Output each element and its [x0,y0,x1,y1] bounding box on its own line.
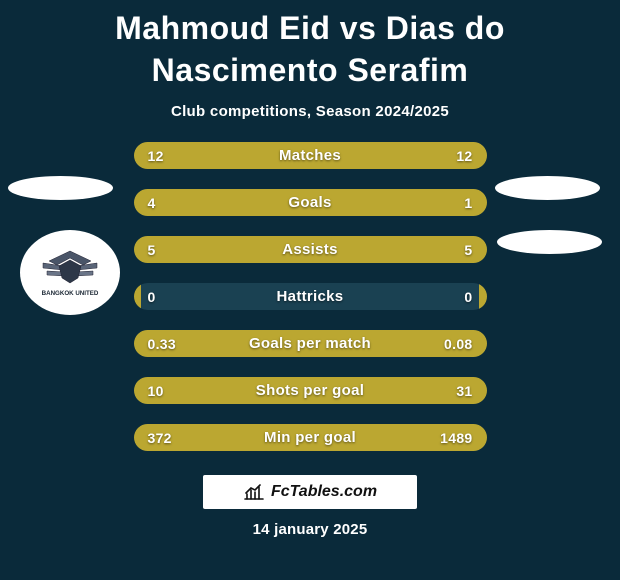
right-top-ellipse [495,176,600,200]
chart-icon [243,483,265,501]
stat-bars: 1212Matches 41Goals 55Assists 00Hattricks 0.… [134,142,487,451]
stat-bar-row: 55Assists [134,236,487,263]
bar-label: Min per goal [134,424,487,451]
bar-label: Shots per goal [134,377,487,404]
stat-bar-row: 0.330.08Goals per match [134,330,487,357]
stat-bar-row: 41Goals [134,189,487,216]
page-title: Mahmoud Eid vs Dias do Nascimento Serafi… [0,0,620,91]
stat-bar-row: 1212Matches [134,142,487,169]
bar-label: Assists [134,236,487,263]
stat-bar-row: 00Hattricks [134,283,487,310]
left-club-circle: BANGKOK UNITED [20,230,120,315]
stat-bar-row: 3721489Min per goal [134,424,487,451]
club-label-text: BANGKOK UNITED [42,290,99,297]
right-ellipse-2 [497,230,602,254]
date-line: 14 january 2025 [0,521,620,538]
club-badge: BANGKOK UNITED [33,243,107,303]
fctables-text: FcTables.com [271,483,377,501]
bar-label: Hattricks [134,283,487,310]
fctables-badge: FcTables.com [203,475,417,509]
stat-bar-row: 1031Shots per goal [134,377,487,404]
left-top-ellipse [8,176,113,200]
bar-label: Goals per match [134,330,487,357]
bar-label: Matches [134,142,487,169]
subtitle: Club competitions, Season 2024/2025 [0,103,620,120]
bar-label: Goals [134,189,487,216]
